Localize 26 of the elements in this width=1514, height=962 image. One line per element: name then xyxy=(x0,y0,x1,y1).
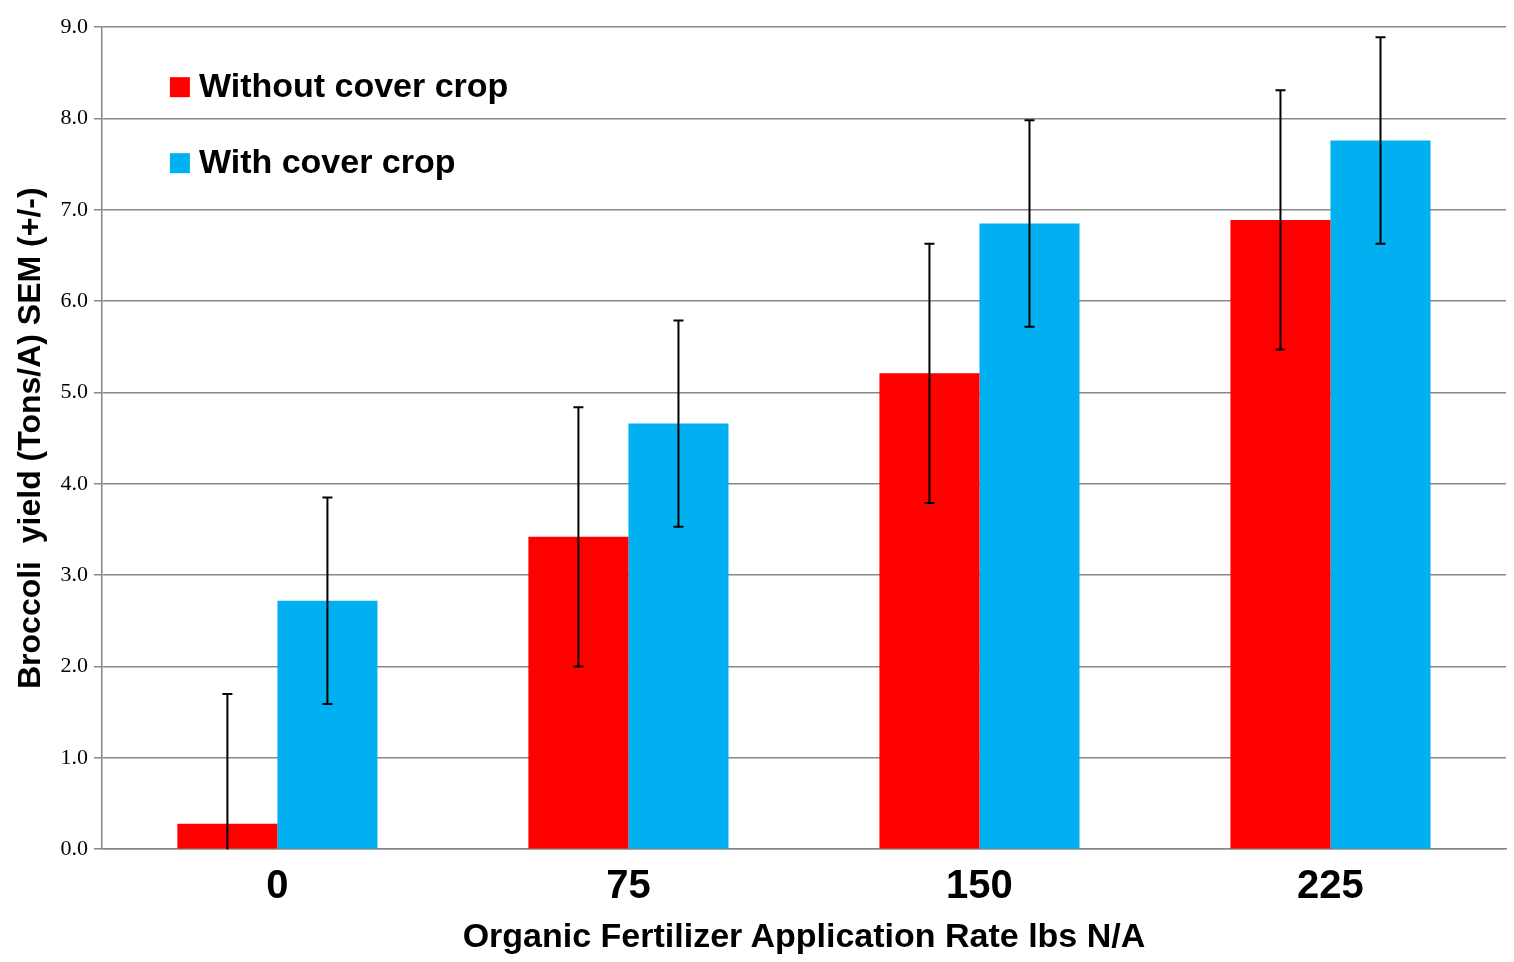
y-tick-label: 9.0 xyxy=(60,12,88,38)
y-tick-label: 1.0 xyxy=(60,743,88,769)
x-tick-label: 0 xyxy=(266,862,289,907)
bar xyxy=(277,600,378,849)
bar xyxy=(628,423,729,849)
legend-label: With cover crop xyxy=(198,141,456,180)
y-axis-title: Broccoli yield (Tons/A) SEM (+/-) xyxy=(11,187,48,690)
bar xyxy=(979,223,1080,849)
bar xyxy=(528,536,629,849)
bar xyxy=(1230,219,1331,849)
y-tick-label: 4.0 xyxy=(60,469,88,495)
y-tick-label: 3.0 xyxy=(60,560,88,586)
y-tick-label: 7.0 xyxy=(60,195,88,221)
bar xyxy=(177,823,278,849)
x-tick-label: 75 xyxy=(606,862,651,907)
x-axis-title: Organic Fertilizer Application Rate lbs N/A xyxy=(462,915,1146,954)
bar xyxy=(879,373,980,849)
y-tick-label: 6.0 xyxy=(60,286,88,312)
y-tick-label: 2.0 xyxy=(60,652,88,678)
x-tick-label: 225 xyxy=(1297,862,1364,907)
y-tick-label: 8.0 xyxy=(60,104,88,130)
legend-label: Without cover crop xyxy=(198,65,509,104)
y-tick-label: 5.0 xyxy=(60,378,88,404)
bar xyxy=(1330,140,1431,849)
y-tick-label: 0.0 xyxy=(60,834,88,860)
x-tick-label: 150 xyxy=(946,862,1013,907)
